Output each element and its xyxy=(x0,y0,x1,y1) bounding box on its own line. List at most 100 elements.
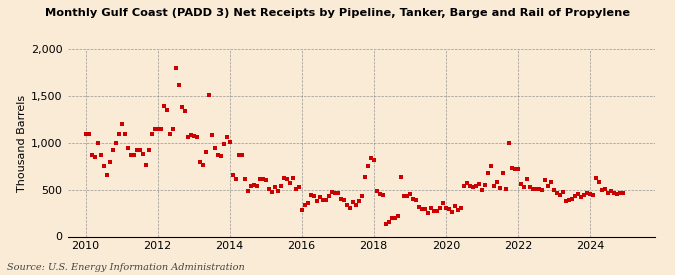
Point xyxy=(167,127,178,131)
Point xyxy=(288,175,298,180)
Point xyxy=(362,164,373,169)
Point xyxy=(155,127,166,131)
Point xyxy=(113,131,124,136)
Point xyxy=(396,174,406,179)
Point xyxy=(470,184,481,188)
Point xyxy=(551,190,562,195)
Point xyxy=(516,182,526,186)
Point xyxy=(323,194,334,199)
Point xyxy=(497,171,508,175)
Point xyxy=(315,195,325,199)
Point xyxy=(242,188,253,193)
Point xyxy=(326,189,337,194)
Point xyxy=(86,153,97,157)
Point xyxy=(578,193,589,197)
Point xyxy=(170,66,181,70)
Point xyxy=(294,185,304,189)
Point xyxy=(254,177,265,182)
Point xyxy=(332,190,343,195)
Point xyxy=(587,193,598,197)
Point xyxy=(597,188,608,192)
Point xyxy=(158,103,169,108)
Point xyxy=(203,93,214,98)
Point xyxy=(477,188,487,192)
Point xyxy=(423,211,433,215)
Point xyxy=(603,190,614,195)
Point xyxy=(518,185,529,189)
Point xyxy=(483,171,493,175)
Point xyxy=(110,141,121,145)
Point xyxy=(506,166,517,170)
Point xyxy=(152,127,163,131)
Point xyxy=(494,186,505,190)
Point xyxy=(227,173,238,177)
Point xyxy=(234,153,244,157)
Point xyxy=(218,142,229,146)
Point xyxy=(134,147,145,152)
Point xyxy=(609,191,620,196)
Point xyxy=(197,163,208,168)
Point xyxy=(296,208,307,213)
Point xyxy=(389,216,400,220)
Point xyxy=(371,188,382,193)
Point xyxy=(566,197,577,201)
Point xyxy=(140,163,151,168)
Point xyxy=(284,181,295,185)
Point xyxy=(467,185,478,189)
Point xyxy=(122,145,133,150)
Point xyxy=(543,184,554,188)
Point xyxy=(176,105,187,110)
Point xyxy=(275,184,286,188)
Point xyxy=(593,180,604,185)
Point xyxy=(392,214,403,218)
Point xyxy=(500,187,511,191)
Point xyxy=(407,197,418,201)
Point xyxy=(510,167,520,171)
Point xyxy=(278,175,289,180)
Point xyxy=(149,127,160,131)
Point xyxy=(251,184,262,188)
Point xyxy=(479,183,490,187)
Point xyxy=(342,202,352,207)
Point xyxy=(350,202,361,207)
Text: Source: U.S. Energy Information Administration: Source: U.S. Energy Information Administ… xyxy=(7,263,244,272)
Point xyxy=(443,207,454,211)
Point xyxy=(431,209,442,213)
Point xyxy=(146,131,157,136)
Point xyxy=(191,135,202,140)
Point xyxy=(504,141,514,145)
Point xyxy=(618,190,628,195)
Point xyxy=(386,216,397,220)
Point xyxy=(266,189,277,194)
Point xyxy=(522,176,533,181)
Point xyxy=(239,177,250,182)
Point xyxy=(80,131,91,136)
Point xyxy=(359,174,370,179)
Point xyxy=(107,148,118,153)
Point xyxy=(209,145,220,150)
Point xyxy=(344,206,355,211)
Point xyxy=(576,195,587,199)
Point xyxy=(539,178,550,183)
Point xyxy=(452,208,463,213)
Point xyxy=(137,152,148,156)
Point xyxy=(128,153,139,157)
Point xyxy=(365,156,376,160)
Point xyxy=(429,209,439,213)
Point xyxy=(125,153,136,157)
Point xyxy=(281,176,292,181)
Point xyxy=(119,131,130,136)
Point xyxy=(104,160,115,164)
Point xyxy=(599,187,610,191)
Point xyxy=(612,192,622,197)
Point xyxy=(473,182,484,186)
Point xyxy=(533,187,544,191)
Point xyxy=(164,131,175,136)
Point xyxy=(161,108,172,112)
Point xyxy=(416,207,427,211)
Point xyxy=(585,192,595,197)
Point xyxy=(173,83,184,87)
Point xyxy=(564,198,574,202)
Point xyxy=(338,198,349,202)
Point xyxy=(531,187,541,191)
